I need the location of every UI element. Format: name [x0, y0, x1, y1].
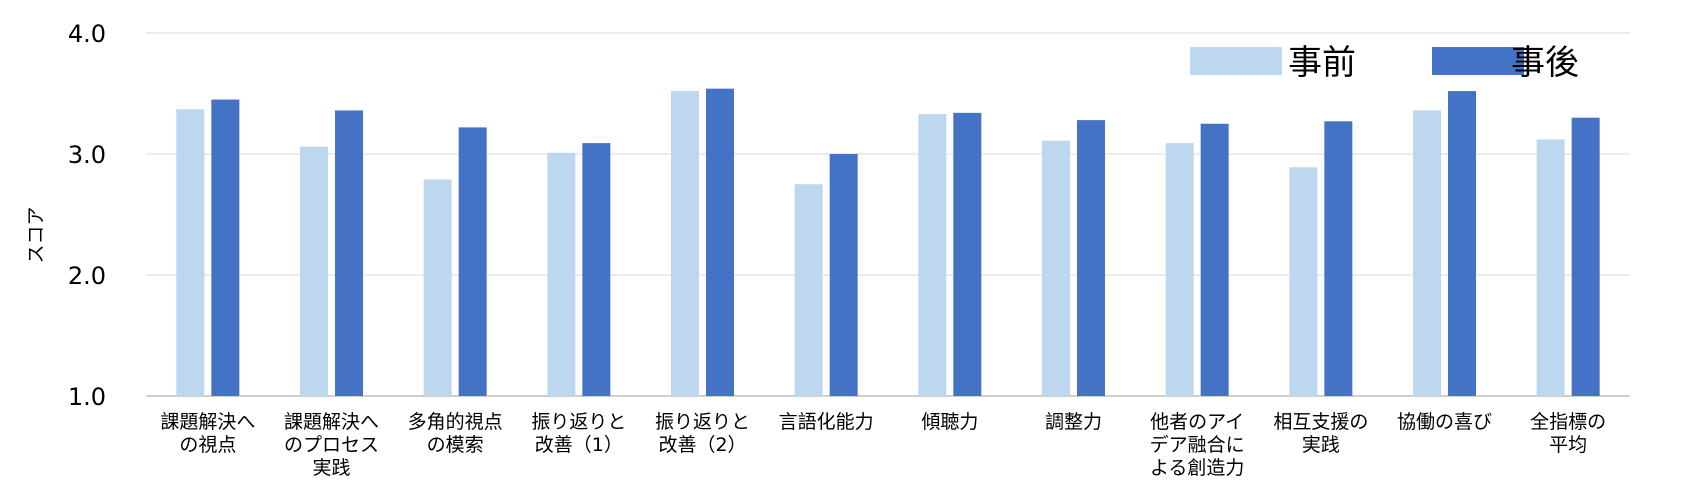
y-tick-label: 3.0 — [68, 141, 106, 169]
bar-pre — [1413, 110, 1441, 396]
x-category-label-line: 実践 — [1302, 434, 1340, 456]
bar-pre — [1042, 140, 1070, 396]
gridlines — [146, 32, 1630, 397]
x-category-label: 振り返りと改善（2） — [655, 411, 750, 456]
legend-swatch-post — [1432, 47, 1524, 75]
x-category-label-line: 相互支援の — [1273, 411, 1368, 433]
x-category-label: 課題解決へのプロセス実践 — [284, 411, 379, 479]
bar-pre — [1536, 139, 1565, 397]
x-category-label-line: のプロセス — [284, 434, 379, 456]
x-category-label: 調整力 — [1045, 411, 1102, 433]
x-category-label-line: 改善（1） — [535, 434, 623, 456]
y-tick-labels: 1.0 2.0 3.0 4.0 — [68, 20, 106, 411]
bar-post — [211, 99, 240, 397]
x-category-label: 多角的視点の模索 — [408, 411, 503, 456]
bar-post — [706, 88, 734, 396]
x-category-label-line: 調整力 — [1045, 411, 1102, 433]
x-category-label-line: 他者のアイ — [1150, 411, 1244, 433]
x-category-label-line: 傾聴力 — [921, 411, 978, 433]
x-category-label-line: 協働の喜び — [1397, 411, 1492, 433]
bars — [176, 88, 1600, 397]
x-category-label-line: 言語化能力 — [779, 411, 874, 433]
x-category-label: 課題解決への視点 — [160, 411, 255, 456]
bar-pre — [794, 184, 823, 396]
bar-post — [335, 110, 363, 396]
x-category-label-line: 改善（2） — [658, 434, 746, 456]
bar-pre — [176, 109, 205, 396]
y-tick-label: 4.0 — [68, 20, 106, 48]
x-category-label-line: の視点 — [179, 434, 236, 456]
bar-post — [1448, 91, 1476, 396]
y-tick-label: 1.0 — [68, 383, 106, 411]
y-tick-label: 2.0 — [68, 262, 106, 290]
x-category-label-line: 振り返りと — [531, 411, 626, 433]
x-category-label: 言語化能力 — [779, 411, 874, 433]
legend: 事前 事後 — [1190, 43, 1579, 83]
x-category-labels: 課題解決への視点課題解決へのプロセス実践多角的視点の模索振り返りと改善（1）振り… — [160, 411, 1606, 479]
x-category-label-line: 実践 — [312, 457, 350, 479]
bar-post — [1200, 123, 1229, 396]
bar-pre — [300, 146, 328, 396]
bar-post — [458, 127, 487, 396]
x-category-label: 全指標の平均 — [1530, 411, 1606, 456]
x-category-label-line: よる創造力 — [1150, 457, 1244, 479]
legend-label-pre: 事前 — [1288, 43, 1356, 83]
x-category-label-line: 平均 — [1549, 434, 1587, 456]
bar-post — [953, 112, 982, 397]
x-category-label-line: 多角的視点 — [408, 411, 503, 433]
x-category-label-line: 課題解決へ — [160, 411, 255, 433]
bar-post — [1077, 120, 1105, 397]
bar-pre — [547, 152, 576, 396]
bar-post — [829, 154, 858, 396]
legend-swatch-pre — [1190, 47, 1282, 75]
x-category-label: 傾聴力 — [921, 411, 978, 433]
x-category-label-line: 全指標の — [1530, 411, 1606, 433]
x-category-label-line: デア融合に — [1150, 434, 1245, 456]
bar-pre — [1289, 167, 1318, 396]
bar-post — [1571, 117, 1600, 396]
x-category-label-line: 課題解決へ — [284, 411, 379, 433]
x-category-label-line: の模索 — [427, 434, 484, 456]
bar-pre — [1165, 143, 1194, 396]
bar-pre — [423, 179, 452, 396]
x-category-label: 相互支援の実践 — [1273, 411, 1368, 456]
x-category-label: 協働の喜び — [1397, 411, 1492, 433]
bar-pre — [671, 91, 699, 396]
bar-post — [582, 143, 611, 396]
y-axis-label: スコア — [25, 206, 47, 263]
x-category-label: 他者のアイデア融合による創造力 — [1150, 411, 1245, 479]
x-category-label: 振り返りと改善（1） — [531, 411, 626, 456]
bar-pre — [918, 114, 947, 396]
x-category-label-line: 振り返りと — [655, 411, 750, 433]
legend-label-post: 事後 — [1511, 43, 1579, 83]
bar-post — [1324, 121, 1353, 396]
